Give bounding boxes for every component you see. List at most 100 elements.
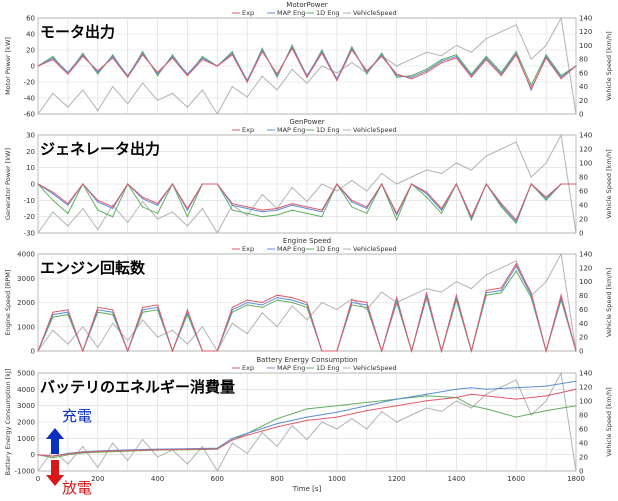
data-point [142, 306, 144, 308]
data-point [575, 388, 577, 390]
data-point [425, 70, 428, 72]
data-point [351, 199, 353, 201]
data-point [82, 52, 84, 54]
y2-tick-label: 80 [579, 412, 588, 420]
data-point [306, 200, 308, 203]
data-point [351, 206, 353, 208]
data-point [470, 51, 472, 53]
y2-tick-label: 80 [579, 174, 588, 182]
data-point [97, 71, 99, 73]
data-point [321, 211, 323, 213]
data-point [261, 211, 263, 213]
data-point [530, 84, 532, 86]
data-point [201, 59, 203, 61]
legend-label: MAP Eng [277, 245, 305, 253]
data-point [366, 207, 368, 210]
data-point [306, 408, 308, 410]
data-point [186, 463, 189, 465]
data-point [306, 76, 308, 78]
y2-tick-label: 80 [579, 56, 588, 64]
data-point [246, 96, 248, 98]
data-point [186, 106, 189, 108]
y-tick-label: 4000 [17, 251, 35, 259]
data-point [381, 291, 383, 293]
data-point [440, 62, 443, 64]
data-point [246, 207, 248, 210]
data-point [52, 199, 54, 201]
data-point [545, 55, 547, 58]
y2-tick-label: 60 [579, 306, 588, 314]
overlay-label: バッテリのエネルギー消費量 [40, 378, 235, 396]
data-point [291, 68, 293, 71]
data-point [515, 54, 517, 56]
data-point [67, 203, 69, 205]
data-point [37, 232, 39, 234]
data-point [575, 183, 577, 185]
data-point [156, 212, 159, 214]
data-point [366, 212, 368, 214]
data-point [261, 431, 263, 434]
data-point [455, 54, 458, 56]
data-point [52, 316, 54, 318]
data-point [216, 65, 218, 67]
data-point [276, 423, 278, 425]
data-point [440, 55, 443, 57]
data-point [201, 57, 203, 59]
panel-2: -30 -20 -10 0 10 20 30 0 20 40 60 80 100 120 140 GenPow… [4, 118, 613, 238]
data-point [291, 424, 293, 427]
data-point [470, 387, 472, 389]
legend-label: VehicleSpeed [353, 126, 397, 134]
data-point [336, 405, 338, 407]
data-point [470, 169, 472, 171]
data-point [127, 76, 129, 78]
data-point [575, 405, 577, 407]
y-tick-label: 3000 [17, 275, 35, 283]
data-point [411, 350, 413, 352]
data-point [291, 301, 293, 304]
data-point [366, 70, 368, 72]
data-point [52, 311, 54, 313]
data-point [171, 329, 174, 331]
data-point [246, 81, 248, 83]
data-point [545, 44, 547, 47]
data-point [336, 308, 338, 311]
data-point [381, 410, 383, 413]
data-point [142, 51, 144, 53]
data-point [142, 206, 144, 208]
data-point [485, 395, 487, 397]
y-axis-label: Engine Speed [RPM] [4, 270, 12, 336]
data-point [82, 183, 84, 185]
data-point [276, 76, 278, 78]
data-point [440, 291, 443, 293]
data-point [515, 270, 517, 272]
data-point [231, 85, 233, 88]
data-point [545, 281, 547, 283]
y2-axis-label: Vehicle Speed [km/h] [605, 31, 613, 100]
x-tick-label: 600 [211, 475, 224, 483]
data-point [291, 204, 293, 206]
data-point [231, 442, 233, 444]
y-tick-label: 0 [31, 451, 35, 459]
y2-tick-label: 140 [579, 15, 592, 23]
data-point [321, 52, 323, 54]
data-point [156, 449, 159, 451]
data-point [291, 203, 293, 205]
data-point [545, 350, 547, 352]
data-point [411, 414, 413, 416]
data-point [291, 209, 293, 211]
data-point [545, 409, 547, 412]
y2-tick-label: 140 [579, 370, 592, 378]
data-point [470, 217, 472, 219]
data-point [575, 113, 577, 115]
data-point [455, 57, 458, 59]
y2-tick-label: 0 [579, 468, 583, 476]
legend-label: VehicleSpeed [353, 245, 397, 253]
data-point [545, 54, 547, 56]
data-point [560, 372, 562, 374]
data-point [112, 216, 114, 218]
data-point [156, 456, 159, 458]
data-point [306, 82, 308, 84]
data-point [455, 281, 458, 283]
data-point [366, 401, 368, 403]
data-point [306, 206, 308, 208]
